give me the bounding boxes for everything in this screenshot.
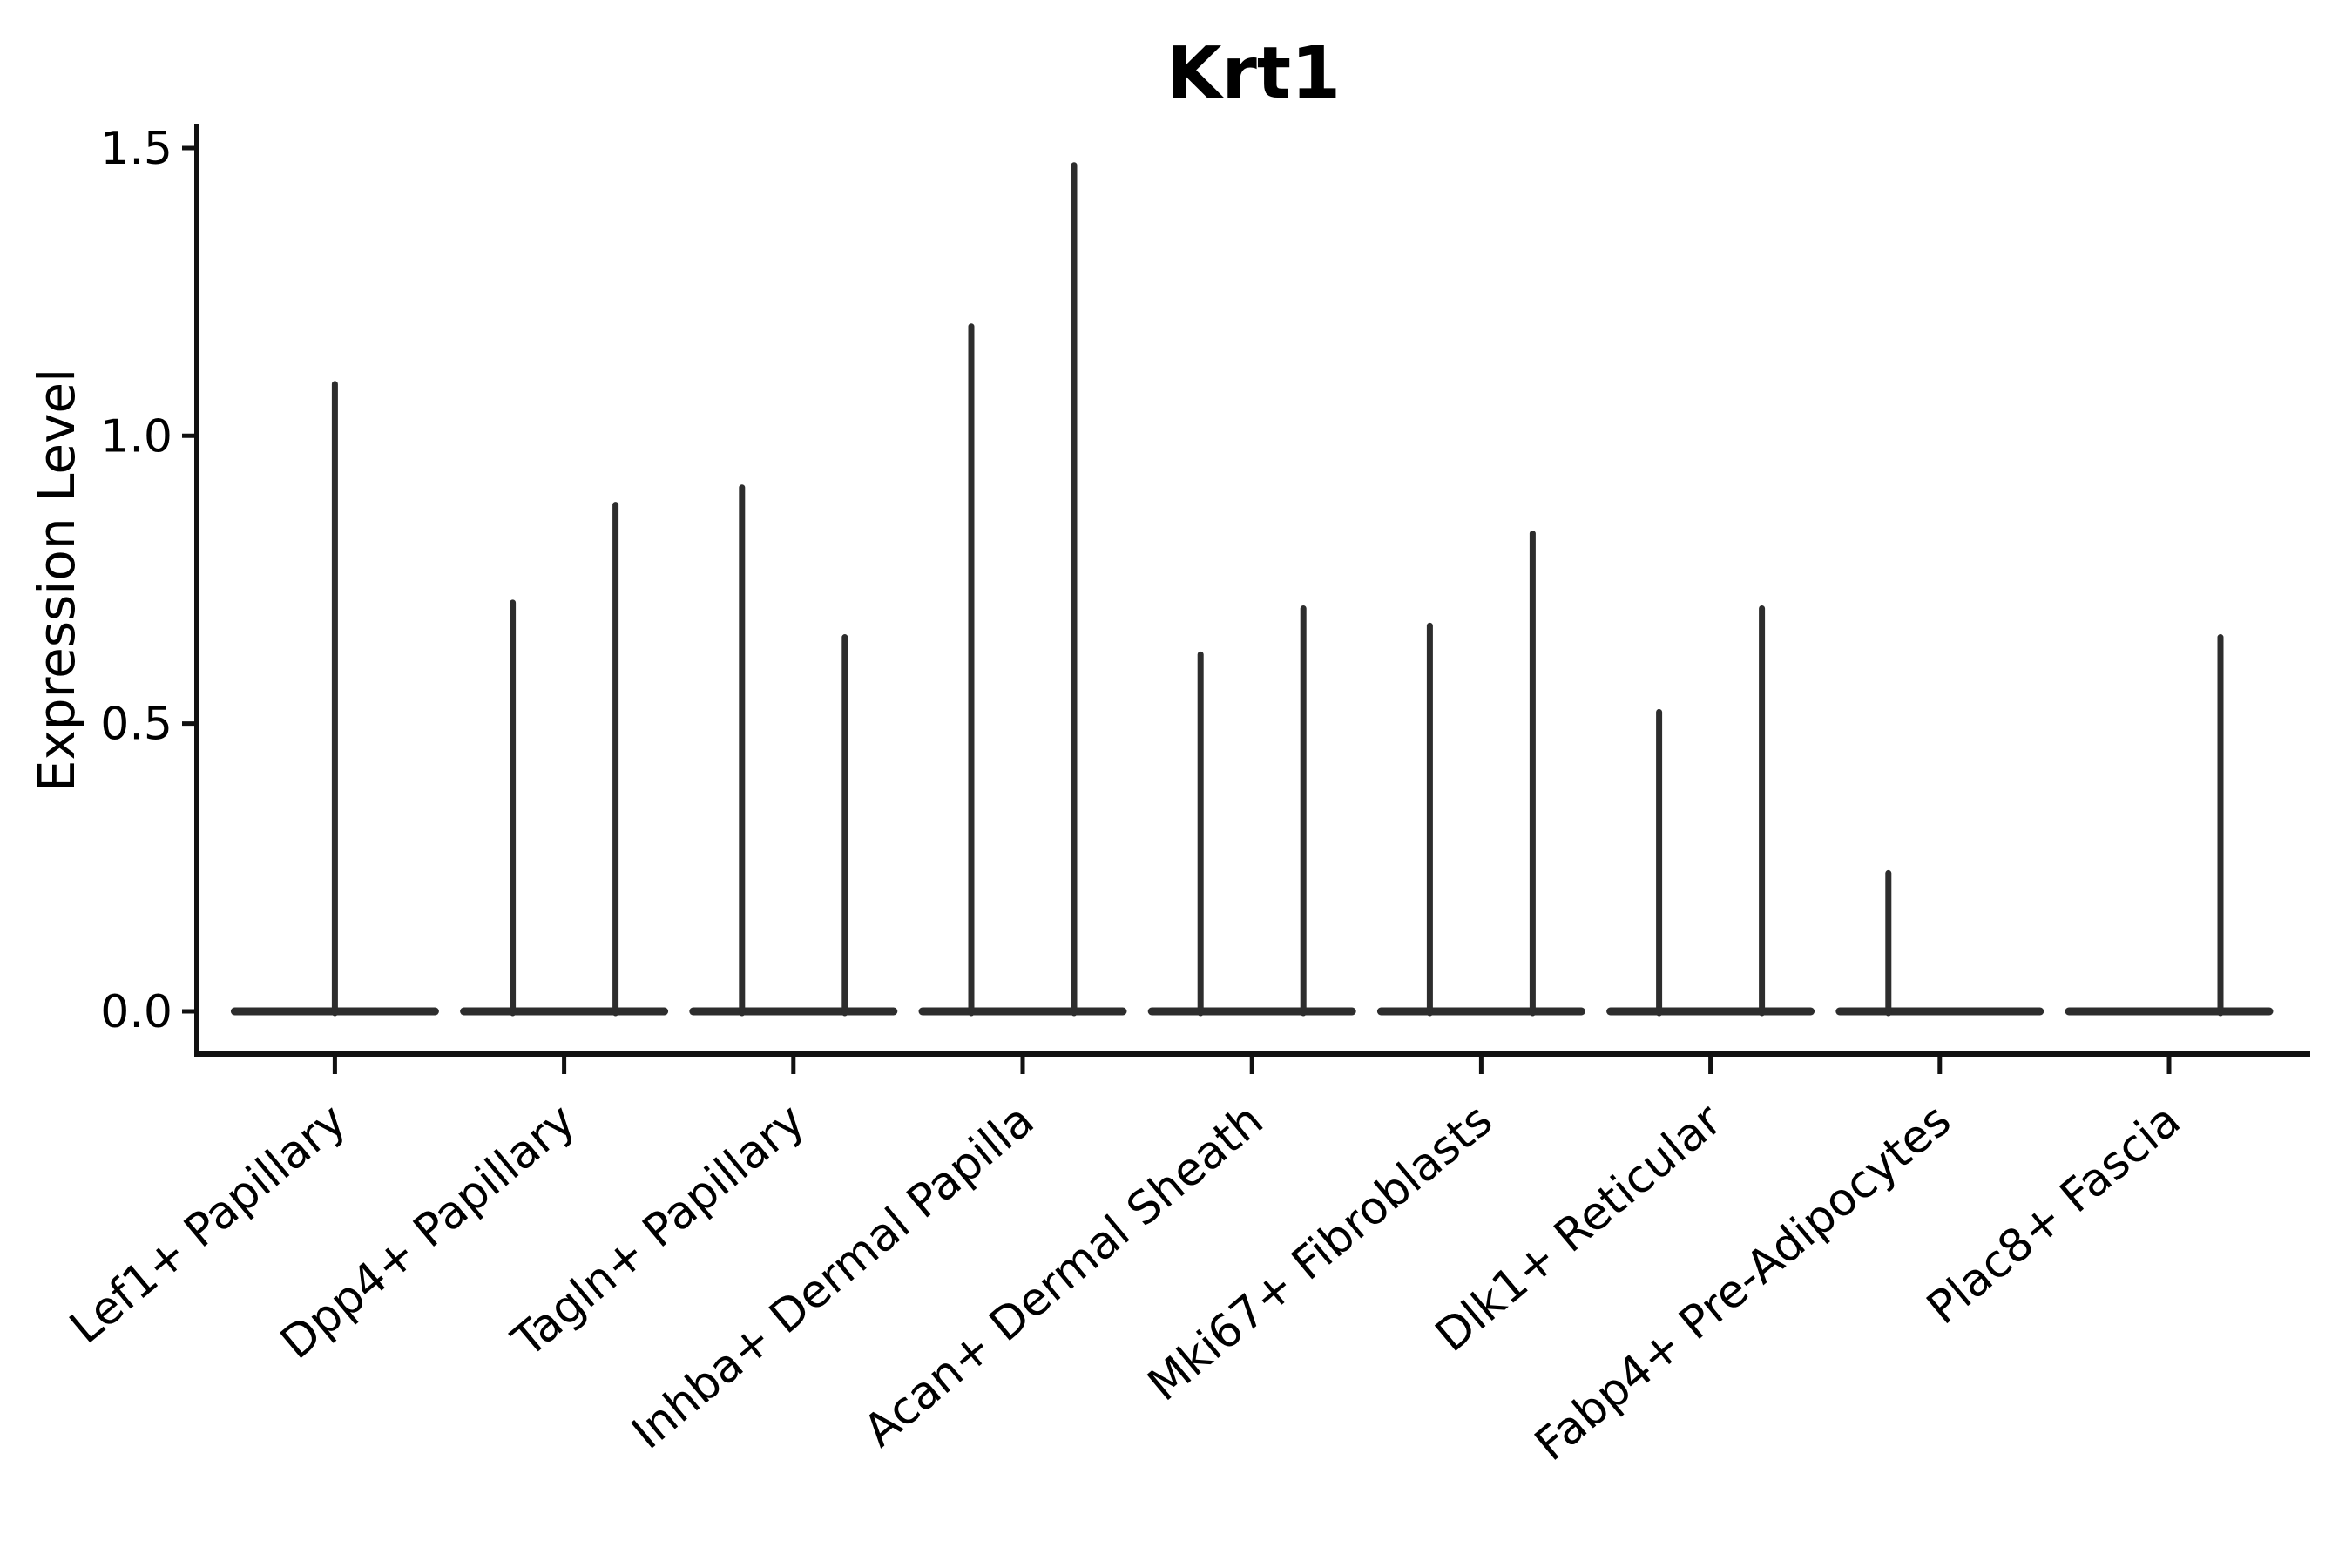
x-tick-label: Acan+ Dermal Sheath (855, 1094, 1274, 1457)
y-tick-label: 1.0 (100, 410, 172, 463)
y-axis-label: Expression Level (27, 368, 86, 792)
y-tick-label: 0.0 (100, 986, 172, 1038)
x-tick-label: Plac8+ Fascia (1917, 1094, 2190, 1335)
violin-group (689, 484, 898, 1017)
violins-layer (230, 162, 2274, 1017)
violin-group (1835, 869, 2044, 1017)
x-tick-label: Fabp4+ Pre-Adipocytes (1525, 1094, 1961, 1471)
y-tick-label: 0.5 (100, 699, 172, 751)
violin-group (230, 381, 439, 1017)
x-tick-label: Inhba+ Dermal Papilla (622, 1094, 1044, 1460)
violin-group (1606, 605, 1815, 1017)
violin-group (1376, 531, 1585, 1017)
violin-group (460, 502, 669, 1017)
violin-group (2065, 634, 2274, 1017)
violin-group (1147, 605, 1356, 1017)
violin-group (918, 162, 1127, 1017)
y-axis-ticks: 0.0 0.5 1.0 1.5 (100, 123, 197, 1038)
y-tick-label: 1.5 (100, 123, 172, 175)
chart-title: Krt1 (1166, 32, 1341, 115)
